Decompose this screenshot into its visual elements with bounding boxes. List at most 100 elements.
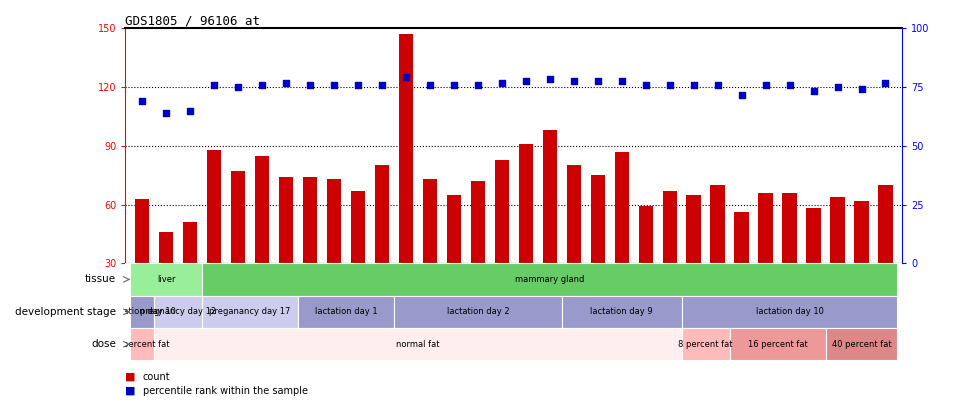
Bar [399, 34, 413, 322]
Bar [159, 232, 174, 322]
Point [446, 82, 461, 88]
Text: 8 percent fat: 8 percent fat [678, 340, 733, 349]
Bar [374, 165, 389, 322]
Bar [279, 177, 293, 322]
Bar [878, 185, 893, 322]
Point [830, 84, 845, 90]
Bar [351, 191, 365, 322]
Point [734, 92, 750, 98]
Bar [730, 328, 825, 360]
Text: preganancy day 17: preganancy day 17 [209, 307, 290, 316]
Text: percentile rank within the sample: percentile rank within the sample [143, 386, 308, 396]
Bar [130, 296, 154, 328]
Text: ■: ■ [125, 372, 136, 382]
Bar [542, 130, 557, 322]
Point [614, 78, 629, 85]
Bar [255, 156, 269, 322]
Bar [130, 263, 203, 296]
Text: 8 percent fat: 8 percent fat [115, 340, 170, 349]
Bar [327, 179, 342, 322]
Text: development stage: development stage [14, 307, 116, 317]
Point [878, 80, 894, 86]
Bar [207, 150, 221, 322]
Point [806, 88, 821, 94]
Bar [663, 191, 676, 322]
Point [758, 82, 773, 88]
Text: lactation day 10: lactation day 10 [756, 307, 823, 316]
Bar [807, 209, 821, 322]
Bar [423, 179, 437, 322]
Bar [154, 296, 203, 328]
Text: lactation day 9: lactation day 9 [591, 307, 653, 316]
Text: normal fat: normal fat [397, 340, 440, 349]
Bar [758, 193, 773, 322]
Bar [566, 165, 581, 322]
Bar [471, 181, 485, 322]
Point [638, 82, 653, 88]
Text: ■: ■ [125, 386, 136, 396]
Bar [135, 198, 150, 322]
Text: 16 percent fat: 16 percent fat [748, 340, 808, 349]
Bar [298, 296, 394, 328]
Point [326, 82, 342, 88]
Bar [183, 222, 198, 322]
Bar [231, 171, 245, 322]
Point [302, 82, 317, 88]
Text: 40 percent fat: 40 percent fat [832, 340, 892, 349]
Bar [615, 152, 629, 322]
Point [182, 107, 198, 114]
Point [590, 78, 605, 85]
Point [423, 82, 438, 88]
Bar [447, 195, 461, 322]
Text: dose: dose [91, 339, 116, 349]
Point [350, 82, 366, 88]
Bar [518, 144, 533, 322]
Point [207, 82, 222, 88]
Point [518, 78, 534, 85]
Point [782, 82, 797, 88]
Text: pregnancy day 12: pregnancy day 12 [140, 307, 216, 316]
Text: lactation day 10: lactation day 10 [108, 307, 177, 316]
Bar [854, 200, 868, 322]
Bar [495, 160, 510, 322]
Point [854, 86, 869, 92]
Point [566, 78, 582, 85]
Point [470, 82, 485, 88]
Text: tissue: tissue [85, 275, 116, 284]
Bar [681, 328, 730, 360]
Bar [562, 296, 681, 328]
Bar [130, 328, 154, 360]
Bar [203, 296, 298, 328]
Text: liver: liver [157, 275, 176, 284]
Point [710, 82, 726, 88]
Point [255, 82, 270, 88]
Bar [154, 328, 681, 360]
Bar [639, 207, 653, 322]
Text: lactation day 1: lactation day 1 [315, 307, 377, 316]
Point [662, 82, 677, 88]
Point [494, 80, 510, 86]
Bar [591, 175, 605, 322]
Point [686, 82, 702, 88]
Bar [830, 197, 844, 322]
Bar [686, 195, 701, 322]
Bar [394, 296, 562, 328]
Point [542, 76, 558, 83]
Text: mammary gland: mammary gland [515, 275, 585, 284]
Text: lactation day 2: lactation day 2 [447, 307, 510, 316]
Bar [203, 263, 897, 296]
Point [231, 84, 246, 90]
Text: GDS1805 / 96106_at: GDS1805 / 96106_at [125, 14, 261, 27]
Bar [734, 212, 749, 322]
Bar [303, 177, 317, 322]
Bar [681, 296, 897, 328]
Point [134, 98, 150, 104]
Bar [825, 328, 897, 360]
Bar [783, 193, 797, 322]
Point [158, 109, 174, 116]
Bar [710, 185, 725, 322]
Point [374, 82, 390, 88]
Text: count: count [143, 372, 171, 382]
Point [399, 74, 414, 81]
Point [278, 80, 293, 86]
